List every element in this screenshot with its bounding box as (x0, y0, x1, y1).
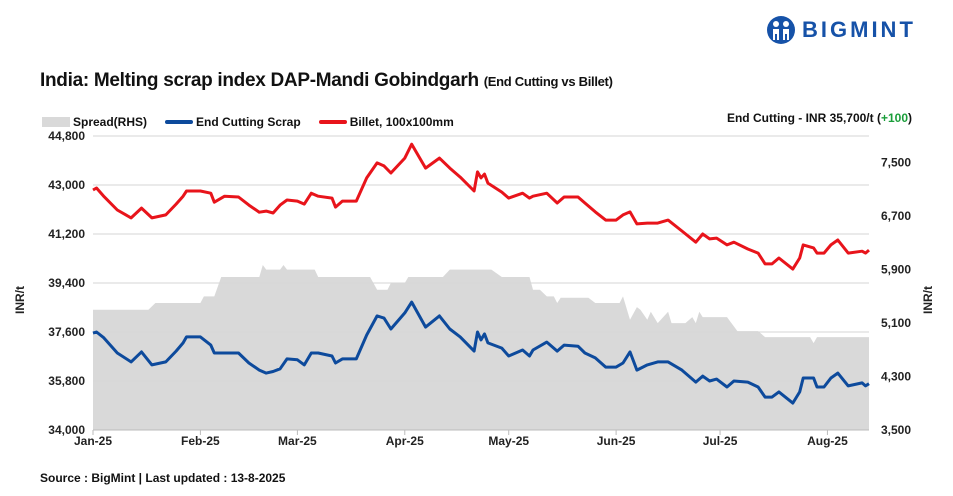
legend-label-scrap: End Cutting Scrap (196, 115, 301, 129)
spread-area (93, 265, 869, 430)
end-cutting-scrap-line (92, 300, 870, 405)
legend: Spread(RHS) End Cutting Scrap Billet, 10… (42, 115, 454, 129)
billet-line (92, 142, 870, 271)
legend-item-billet: Billet, 100x100mm (318, 115, 454, 129)
y-tick-left: 41,200 (48, 227, 85, 241)
y-tick-left: 39,400 (48, 276, 85, 290)
legend-label-spread: Spread(RHS) (73, 115, 148, 129)
y-tick-right: 6,700 (881, 209, 911, 223)
x-tick-label: Jan-25 (74, 434, 112, 448)
headline-suffix: ) (908, 111, 912, 125)
title-main: India: Melting scrap index DAP-Mandi Gob… (40, 70, 479, 91)
y-tick-left: 37,600 (48, 325, 85, 339)
headline-prefix: End Cutting - INR 35,700/t ( (726, 111, 881, 125)
bigmint-logo-icon (767, 16, 795, 44)
y-tick-left: 44,800 (48, 129, 85, 143)
y-tick-left: 34,000 (48, 423, 85, 437)
chart-title: India: Melting scrap index DAP-Mandi Gob… (40, 70, 613, 92)
legend-item-spread: Spread(RHS) (42, 115, 147, 129)
y-tick-right: 3,500 (881, 423, 911, 437)
y-tick-right: 4,300 (881, 370, 911, 384)
legend-swatch-scrap (165, 120, 194, 124)
y-tick-left: 35,800 (48, 374, 85, 388)
x-tick-label: Feb-25 (181, 434, 220, 448)
legend-swatch-billet (318, 120, 347, 124)
legend-swatch-spread (42, 117, 70, 127)
legend-item-scrap: End Cutting Scrap (165, 115, 301, 129)
title-sub: (End Cutting vs Billet) (483, 74, 613, 89)
legend-label-billet: Billet, 100x100mm (349, 115, 454, 129)
headline-price: End Cutting - INR 35,700/t (+100) (727, 111, 912, 125)
x-tick-label: Aug-25 (807, 434, 848, 448)
y-tick-right: 7,500 (881, 156, 911, 170)
x-tick-label: Jun-25 (597, 434, 636, 448)
logo-text: BIGMINT (802, 17, 916, 42)
y-axis-right-label: INR/t (921, 286, 935, 314)
x-tick-label: May-25 (488, 434, 529, 448)
y-tick-right: 5,100 (881, 316, 911, 330)
source-note: Source : BigMint | Last updated : 13-8-2… (40, 471, 286, 485)
bigmint-logo: BIGMINT (766, 15, 916, 45)
headline-change: +100 (880, 111, 908, 125)
x-tick-label: Apr-25 (386, 434, 424, 448)
x-tick-label: Mar-25 (278, 434, 317, 448)
y-tick-left: 43,000 (48, 178, 85, 192)
y-tick-right: 5,900 (881, 263, 911, 277)
x-tick-label: Jul-25 (703, 434, 738, 448)
y-axis-left-label: INR/t (13, 286, 27, 314)
